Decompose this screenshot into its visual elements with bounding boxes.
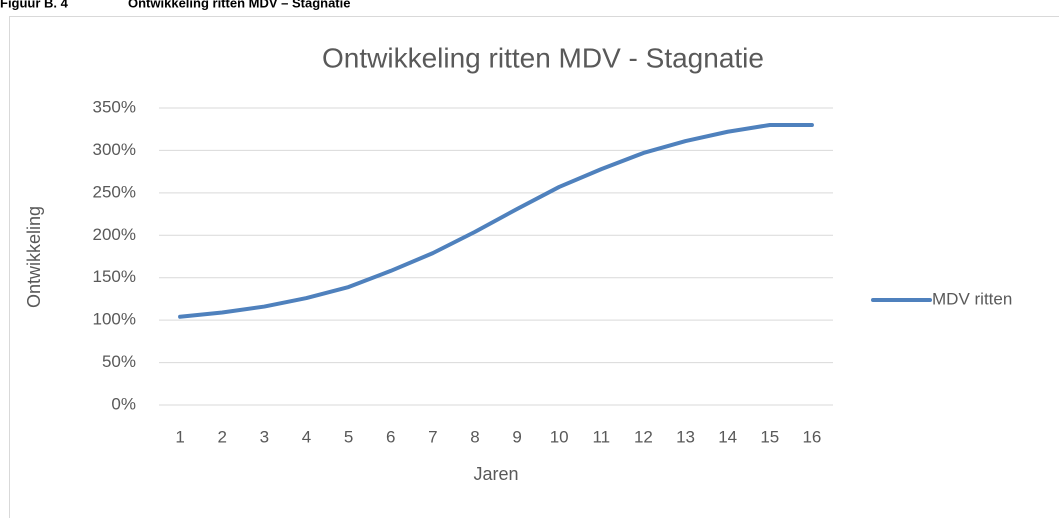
x-tick-label: 15 bbox=[760, 427, 779, 446]
caption-label: Figuur B. 4 bbox=[0, 0, 69, 10]
chart-border bbox=[9, 16, 1059, 518]
x-tick-label: 4 bbox=[302, 427, 311, 446]
y-tick-label: 200% bbox=[93, 225, 136, 244]
caption-title: Ontwikkeling ritten MDV – Stagnatie bbox=[128, 0, 350, 10]
x-tick-label: 9 bbox=[512, 427, 521, 446]
x-tick-label: 12 bbox=[634, 427, 653, 446]
x-tick-label: 2 bbox=[217, 427, 226, 446]
x-tick-label: 16 bbox=[802, 427, 821, 446]
x-tick-label: 8 bbox=[470, 427, 479, 446]
y-tick-label: 0% bbox=[111, 394, 136, 413]
x-tick-label: 10 bbox=[550, 427, 569, 446]
x-tick-label: 13 bbox=[676, 427, 695, 446]
y-tick-label: 100% bbox=[93, 310, 136, 329]
x-axis-title: Jaren bbox=[473, 464, 518, 484]
x-tick-label: 6 bbox=[386, 427, 395, 446]
x-tick-label: 7 bbox=[428, 427, 437, 446]
y-tick-label: 250% bbox=[93, 182, 136, 201]
y-tick-label: 50% bbox=[102, 352, 136, 371]
x-tick-label: 1 bbox=[175, 427, 184, 446]
y-tick-label: 150% bbox=[93, 267, 136, 286]
x-tick-label: 11 bbox=[592, 427, 610, 446]
y-tick-label: 300% bbox=[93, 140, 136, 159]
x-tick-label: 3 bbox=[260, 427, 269, 446]
x-tick-label: 14 bbox=[718, 427, 737, 446]
y-tick-label: 350% bbox=[93, 97, 136, 116]
y-axis-title: Ontwikkeling bbox=[24, 206, 44, 308]
line-series bbox=[178, 122, 814, 319]
legend-label: MDV ritten bbox=[932, 289, 1012, 308]
x-tick-label: 5 bbox=[344, 427, 353, 446]
chart-title: Ontwikkeling ritten MDV - Stagnatie bbox=[322, 42, 764, 73]
